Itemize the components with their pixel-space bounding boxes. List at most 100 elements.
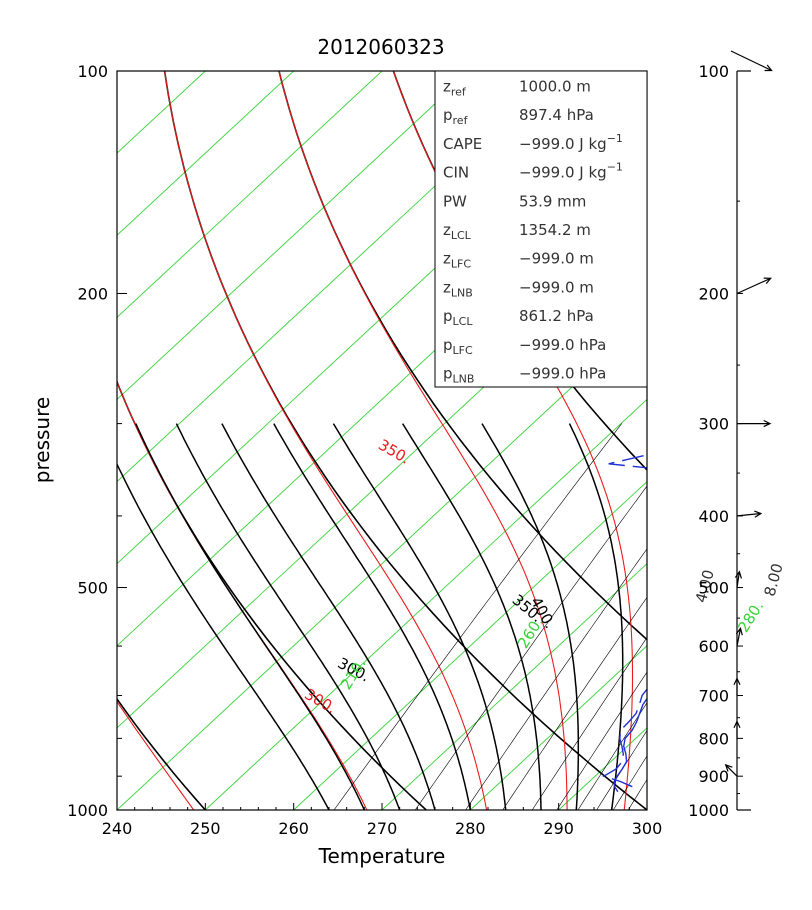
mixing-ratio-line <box>333 423 622 810</box>
mixing-ratio-label: 8.00 <box>761 561 787 598</box>
isotherm-line <box>469 645 647 810</box>
info-row: pref 897.4 hPa <box>443 106 594 127</box>
y-tick-label: 500 <box>77 579 108 598</box>
info-row-value: −999.0 J kg−1 <box>519 161 623 182</box>
y-tick-label: 200 <box>77 284 108 303</box>
x-axis-label: Temperature <box>318 844 446 868</box>
dry-adiabat <box>737 71 812 810</box>
wind-level-label: 500 <box>698 579 729 598</box>
moist-adiabat <box>568 423 624 810</box>
wind-arrow <box>736 571 740 588</box>
x-tick-label: 270 <box>367 819 398 838</box>
info-row: CIN −999.0 J kg−1 <box>443 161 623 182</box>
info-row-label: pLCL <box>443 307 473 328</box>
info-row: pLCL 861.2 hPa <box>443 307 594 328</box>
isotherm-line <box>117 316 647 810</box>
axes: 240 250 260 270 280 290 300 100 200 500 1000 <box>67 62 662 838</box>
wind-level-label: 600 <box>698 637 729 656</box>
theta-e-line <box>751 71 812 810</box>
info-row-value: 861.2 hPa <box>519 307 594 325</box>
mixing-ratio-line <box>596 729 647 810</box>
info-row-value: −999.0 m <box>519 278 594 296</box>
info-row: pLFC −999.0 hPa <box>443 336 606 357</box>
wind-level-label: 100 <box>698 62 729 81</box>
isotherm-line <box>117 71 383 318</box>
mixing-ratio-line <box>414 485 647 810</box>
isotherm-line <box>117 71 560 483</box>
info-row: zref 1000.0 m <box>443 77 591 98</box>
wind-level-label: 900 <box>698 767 729 786</box>
isotherm-line <box>117 71 118 72</box>
info-row-label: zLFC <box>443 250 471 271</box>
moist-adiabat <box>332 423 507 810</box>
theta-e-line <box>278 71 568 810</box>
wind-profile: 100 200 300 400 500 600 700 800 900 1000 <box>688 50 773 820</box>
mixing-ratio-line <box>502 596 647 810</box>
x-tick-label: 250 <box>190 819 221 838</box>
mixing-ratio-line <box>627 778 647 810</box>
mixing-ratio-line <box>556 671 647 810</box>
wind-level-label: 800 <box>698 729 729 748</box>
moist-adiabat <box>117 462 330 810</box>
info-row-value: −999.0 m <box>519 250 594 268</box>
moist-adiabat <box>175 423 401 810</box>
info-row-value: −999.0 hPa <box>519 365 606 383</box>
dewpoint-profile <box>602 454 647 788</box>
moist-adiabat <box>481 423 580 810</box>
dry-adiabat <box>117 379 427 810</box>
wind-arrow-head <box>754 510 763 518</box>
temperature-profile <box>613 697 647 793</box>
x-tick-label: 260 <box>278 819 309 838</box>
x-tick-label: 290 <box>543 819 574 838</box>
moist-adiabat <box>646 805 647 810</box>
isotherm-line <box>0 71 29 810</box>
wind-arrow <box>730 50 772 72</box>
isotherm-line <box>381 563 647 810</box>
wind-level-label: 700 <box>698 687 729 706</box>
theta-e-line <box>728 71 812 810</box>
info-row: PW 53.9 mm <box>443 192 586 210</box>
mixing-ratio-line <box>465 548 647 810</box>
info-row-label: pLFC <box>443 336 473 357</box>
info-row: zLFC −999.0 m <box>443 250 594 271</box>
wind-arrow <box>725 764 738 777</box>
info-row-label: pref <box>443 106 469 127</box>
wind-arrow-head <box>733 677 741 686</box>
isotherm-line <box>117 71 471 401</box>
y-tick-label: 1000 <box>67 801 108 820</box>
wind-arrow-head <box>724 763 733 772</box>
wind-arrow-head <box>734 570 742 579</box>
info-row-label: zLCL <box>443 221 472 242</box>
info-row: CAPE −999.0 J kg−1 <box>443 132 623 153</box>
sounding-profiles <box>602 454 647 793</box>
info-row-label: pLNB <box>443 365 474 386</box>
wind-arrow <box>736 512 761 517</box>
isotherm-line <box>117 234 647 729</box>
isotherm-line <box>646 809 647 810</box>
wind-level-label: 400 <box>698 507 729 526</box>
info-box-frame <box>434 70 648 388</box>
x-tick-label: 300 <box>632 819 663 838</box>
info-row-value: 897.4 hPa <box>519 106 594 124</box>
info-row: zLCL 1354.2 m <box>443 221 591 242</box>
wind-level-label: 200 <box>698 284 729 303</box>
info-row-label: zLNB <box>443 278 473 299</box>
moist-adiabat <box>682 424 741 810</box>
moist-adiabat <box>273 423 472 810</box>
info-row-value: 1000.0 m <box>519 77 591 95</box>
theta-e-line <box>164 71 488 810</box>
info-row-label: CIN <box>443 164 469 182</box>
wind-level-label: 1000 <box>688 801 729 820</box>
info-row-value: −999.0 hPa <box>519 336 606 354</box>
wind-arrow <box>736 277 771 295</box>
info-row: pLNB −999.0 hPa <box>443 365 606 386</box>
diagram-background-lines <box>0 71 812 810</box>
info-row: zLNB −999.0 m <box>443 278 594 299</box>
wind-arrow-head <box>763 277 772 284</box>
x-tick-label: 280 <box>455 819 486 838</box>
x-tick-label: 240 <box>102 819 133 838</box>
wind-arrow-head <box>764 64 773 72</box>
y-axis-label: pressure <box>30 397 54 483</box>
mixing-ratio-line <box>612 755 647 810</box>
wind-arrow <box>736 628 742 647</box>
